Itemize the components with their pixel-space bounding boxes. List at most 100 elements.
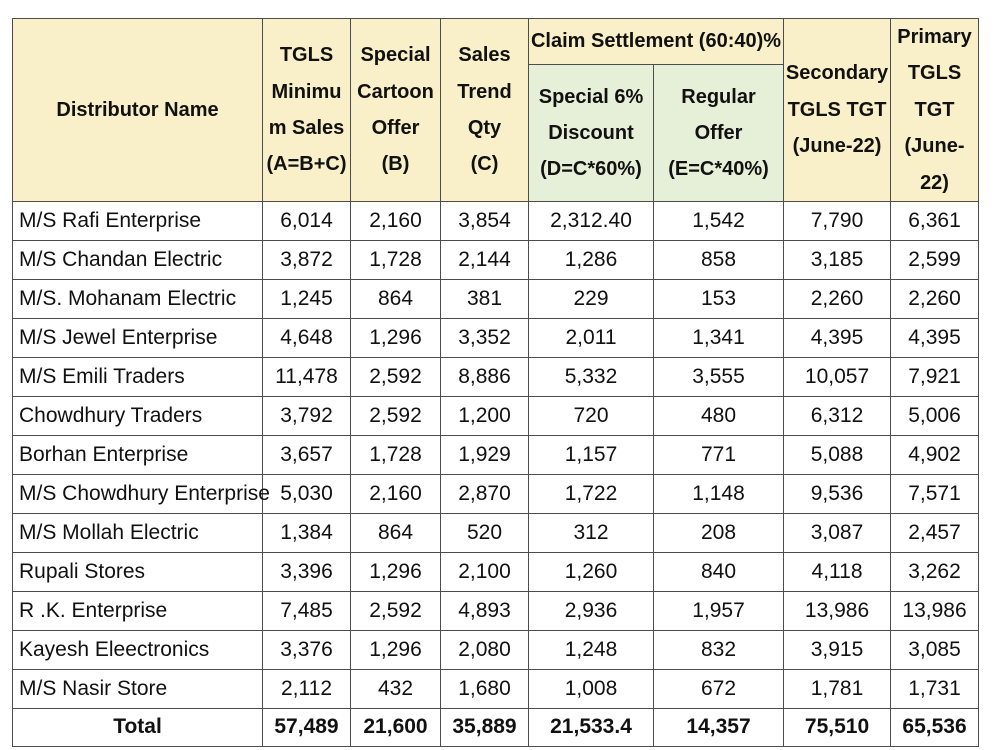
special-discount-cell: 720 bbox=[528, 395, 654, 436]
total-label: Total bbox=[12, 707, 263, 747]
primary-tgt-cell: 6,361 bbox=[890, 200, 980, 241]
header-primary-tgls-tgt: Primary TGLS TGT (June-22) bbox=[890, 18, 980, 202]
sales-trend-cell: 2,144 bbox=[440, 239, 529, 280]
secondary-tgt-cell: 3,915 bbox=[783, 629, 892, 670]
regular-offer-cell: 1,148 bbox=[652, 473, 785, 514]
header-distributor-name: Distributor Name bbox=[12, 18, 263, 202]
secondary-tgt-cell: 1,781 bbox=[783, 668, 892, 709]
table-row: Kayesh Eleectronics 3,376 1,296 2,080 1,248 8… bbox=[12, 629, 980, 670]
table-body: M/S Rafi Enterprise 6,014 2,160 3,854 2,312.… bbox=[12, 200, 980, 747]
secondary-tgt-cell: 10,057 bbox=[783, 356, 892, 397]
tgls-min-cell: 11,478 bbox=[262, 356, 351, 397]
distributor-name-cell: M/S Nasir Store bbox=[12, 668, 263, 709]
sales-trend-cell: 2,080 bbox=[440, 629, 529, 670]
total-sales-trend: 35,889 bbox=[440, 707, 529, 747]
total-row: Total 57,489 21,600 35,889 21,533.4 14,3… bbox=[12, 707, 980, 747]
tgls-min-cell: 3,872 bbox=[262, 239, 351, 280]
special-discount-cell: 2,936 bbox=[528, 590, 654, 631]
special-cartoon-cell: 864 bbox=[350, 512, 441, 553]
sales-trend-cell: 4,893 bbox=[440, 590, 529, 631]
special-discount-cell: 1,248 bbox=[528, 629, 654, 670]
tgls-min-cell: 3,376 bbox=[262, 629, 351, 670]
special-cartoon-cell: 2,592 bbox=[350, 590, 441, 631]
primary-tgt-cell: 2,260 bbox=[890, 278, 980, 319]
special-discount-cell: 2,312.40 bbox=[528, 200, 654, 241]
tgls-min-cell: 4,648 bbox=[262, 317, 351, 358]
table-row: M/S Rafi Enterprise 6,014 2,160 3,854 2,312.… bbox=[12, 200, 980, 241]
special-cartoon-cell: 2,592 bbox=[350, 356, 441, 397]
primary-tgt-cell: 3,085 bbox=[890, 629, 980, 670]
table-row: Rupali Stores 3,396 1,296 2,100 1,260 840 4,11… bbox=[12, 551, 980, 592]
tgls-min-cell: 3,792 bbox=[262, 395, 351, 436]
header-regular-offer: Regular Offer (E=C*40%) bbox=[652, 64, 785, 202]
sales-trend-cell: 1,680 bbox=[440, 668, 529, 709]
sales-trend-cell: 1,929 bbox=[440, 434, 529, 475]
header-tgls-minimum-sales: TGLS Minimu m Sales (A=B+C) bbox=[262, 18, 351, 202]
sales-trend-cell: 3,854 bbox=[440, 200, 529, 241]
table-row: M/S Chandan Electric 3,872 1,728 2,144 1,286… bbox=[12, 239, 980, 280]
special-discount-cell: 1,260 bbox=[528, 551, 654, 592]
secondary-tgt-cell: 13,986 bbox=[783, 590, 892, 631]
special-cartoon-cell: 1,728 bbox=[350, 239, 441, 280]
table-row: M/S Chowdhury Enterprise 5,030 2,160 2,870 1… bbox=[12, 473, 980, 514]
regular-offer-cell: 858 bbox=[652, 239, 785, 280]
regular-offer-cell: 480 bbox=[652, 395, 785, 436]
secondary-tgt-cell: 4,395 bbox=[783, 317, 892, 358]
primary-tgt-cell: 2,457 bbox=[890, 512, 980, 553]
sales-trend-cell: 1,200 bbox=[440, 395, 529, 436]
table-row: M/S Emili Traders 11,478 2,592 8,886 5,332 3,… bbox=[12, 356, 980, 397]
distributor-name-cell: M/S Jewel Enterprise bbox=[12, 317, 263, 358]
primary-tgt-cell: 4,902 bbox=[890, 434, 980, 475]
primary-tgt-cell: 2,599 bbox=[890, 239, 980, 280]
primary-tgt-cell: 7,921 bbox=[890, 356, 980, 397]
regular-offer-cell: 1,542 bbox=[652, 200, 785, 241]
primary-tgt-cell: 3,262 bbox=[890, 551, 980, 592]
header-sales-trend-qty: Sales Trend Qty (C) bbox=[440, 18, 529, 202]
special-discount-cell: 229 bbox=[528, 278, 654, 319]
secondary-tgt-cell: 4,118 bbox=[783, 551, 892, 592]
tgls-min-cell: 1,384 bbox=[262, 512, 351, 553]
distributor-name-cell: Rupali Stores bbox=[12, 551, 263, 592]
regular-offer-cell: 840 bbox=[652, 551, 785, 592]
distributor-name-cell: M/S Chandan Electric bbox=[12, 239, 263, 280]
distributor-name-cell: Chowdhury Traders bbox=[12, 395, 263, 436]
secondary-tgt-cell: 9,536 bbox=[783, 473, 892, 514]
special-discount-cell: 5,332 bbox=[528, 356, 654, 397]
table-row: M/S Mollah Electric 1,384 864 520 312 208 3,08… bbox=[12, 512, 980, 553]
special-cartoon-cell: 2,160 bbox=[350, 200, 441, 241]
special-cartoon-cell: 2,592 bbox=[350, 395, 441, 436]
table-row: R .K. Enterprise 7,485 2,592 4,893 2,936 1,95… bbox=[12, 590, 980, 631]
tgls-min-cell: 1,245 bbox=[262, 278, 351, 319]
special-discount-cell: 1,286 bbox=[528, 239, 654, 280]
sales-trend-cell: 2,870 bbox=[440, 473, 529, 514]
special-cartoon-cell: 864 bbox=[350, 278, 441, 319]
distributor-sales-table: Distributor Name TGLS Minimu m Sales (A=… bbox=[12, 17, 980, 747]
special-discount-cell: 2,011 bbox=[528, 317, 654, 358]
total-tgls-min: 57,489 bbox=[262, 707, 351, 747]
distributor-name-cell: M/S Rafi Enterprise bbox=[12, 200, 263, 241]
table-row: M/S Nasir Store 2,112 432 1,680 1,008 672 1,78… bbox=[12, 668, 980, 709]
header-special-cartoon-offer: Special Cartoon Offer (B) bbox=[350, 18, 441, 202]
special-cartoon-cell: 1,296 bbox=[350, 551, 441, 592]
special-cartoon-cell: 1,296 bbox=[350, 317, 441, 358]
distributor-name-cell: M/S. Mohanam Electric bbox=[12, 278, 263, 319]
table-row: Borhan Enterprise 3,657 1,728 1,929 1,157 771… bbox=[12, 434, 980, 475]
distributor-name-cell: Borhan Enterprise bbox=[12, 434, 263, 475]
tgls-min-cell: 7,485 bbox=[262, 590, 351, 631]
tgls-min-cell: 6,014 bbox=[262, 200, 351, 241]
sales-trend-cell: 3,352 bbox=[440, 317, 529, 358]
primary-tgt-cell: 5,006 bbox=[890, 395, 980, 436]
regular-offer-cell: 153 bbox=[652, 278, 785, 319]
special-discount-cell: 312 bbox=[528, 512, 654, 553]
distributor-name-cell: M/S Emili Traders bbox=[12, 356, 263, 397]
total-special-discount: 21,533.4 bbox=[528, 707, 654, 747]
regular-offer-cell: 771 bbox=[652, 434, 785, 475]
special-cartoon-cell: 432 bbox=[350, 668, 441, 709]
sales-trend-cell: 381 bbox=[440, 278, 529, 319]
secondary-tgt-cell: 3,185 bbox=[783, 239, 892, 280]
secondary-tgt-cell: 7,790 bbox=[783, 200, 892, 241]
sales-trend-cell: 2,100 bbox=[440, 551, 529, 592]
sales-trend-cell: 520 bbox=[440, 512, 529, 553]
table-row: M/S. Mohanam Electric 1,245 864 381 229 153 2,… bbox=[12, 278, 980, 319]
secondary-tgt-cell: 2,260 bbox=[783, 278, 892, 319]
